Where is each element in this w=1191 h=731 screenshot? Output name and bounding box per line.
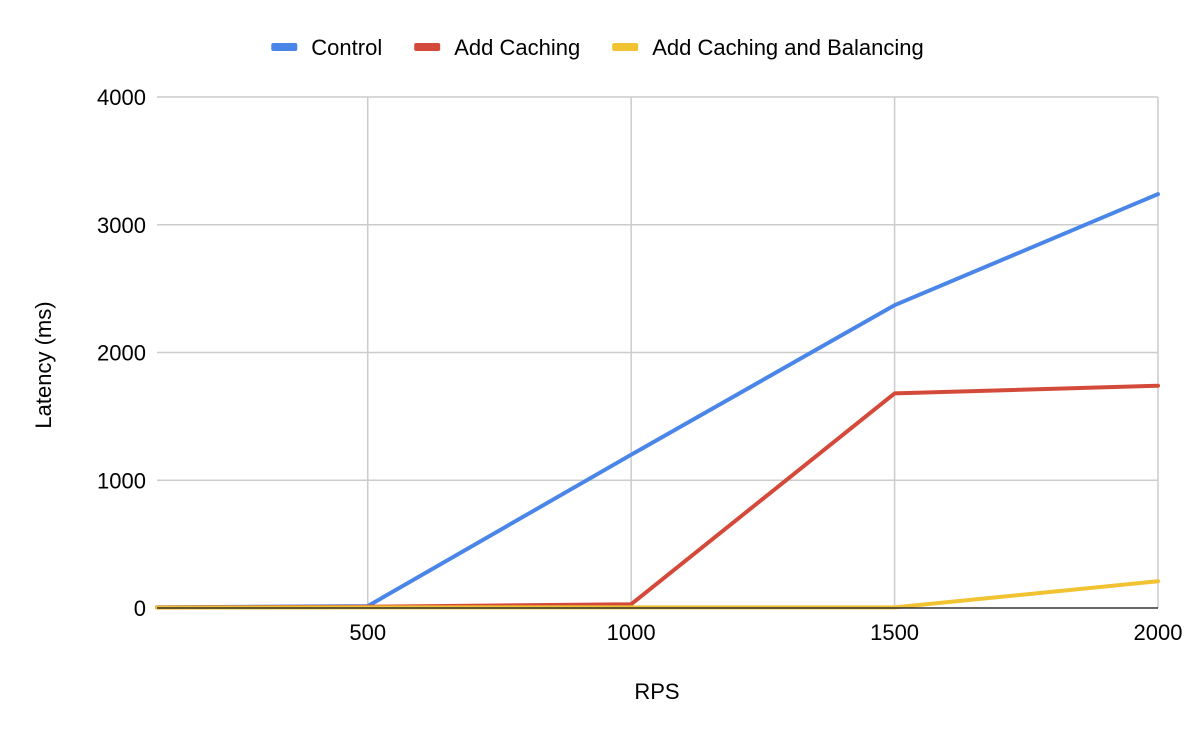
- x-tick-label: 500: [349, 620, 386, 645]
- y-tick-label: 4000: [97, 85, 146, 110]
- legend-swatch-3: [612, 43, 639, 51]
- legend-label-2: Add Caching: [454, 35, 580, 60]
- x-tick-label: 1000: [607, 620, 656, 645]
- y-tick-label: 3000: [97, 213, 146, 238]
- x-tick-label: 1500: [870, 620, 919, 645]
- legend-label-1: Control: [311, 35, 382, 60]
- y-axis-title: Latency (ms): [31, 301, 56, 428]
- series-line-2: [155, 383, 1160, 610]
- legend: Control Add Caching Add Caching and Balanc…: [271, 35, 924, 60]
- axis-layer: 0 1000 2000 3000 4000 500 1000 1500 2000: [97, 85, 1182, 645]
- y-tick-label: 1000: [97, 468, 146, 493]
- y-tick-label: 2000: [97, 341, 146, 366]
- series-line-1: [155, 192, 1160, 610]
- legend-swatch-1: [271, 43, 298, 51]
- x-tick-label: 2000: [1134, 620, 1183, 645]
- legend-swatch-2: [414, 43, 441, 51]
- x-axis-title: RPS: [634, 679, 679, 704]
- series-layer: [155, 192, 1160, 610]
- legend-label-3: Add Caching and Balancing: [652, 35, 924, 60]
- y-tick-label: 0: [134, 596, 146, 621]
- grid-layer: [157, 96, 1159, 608]
